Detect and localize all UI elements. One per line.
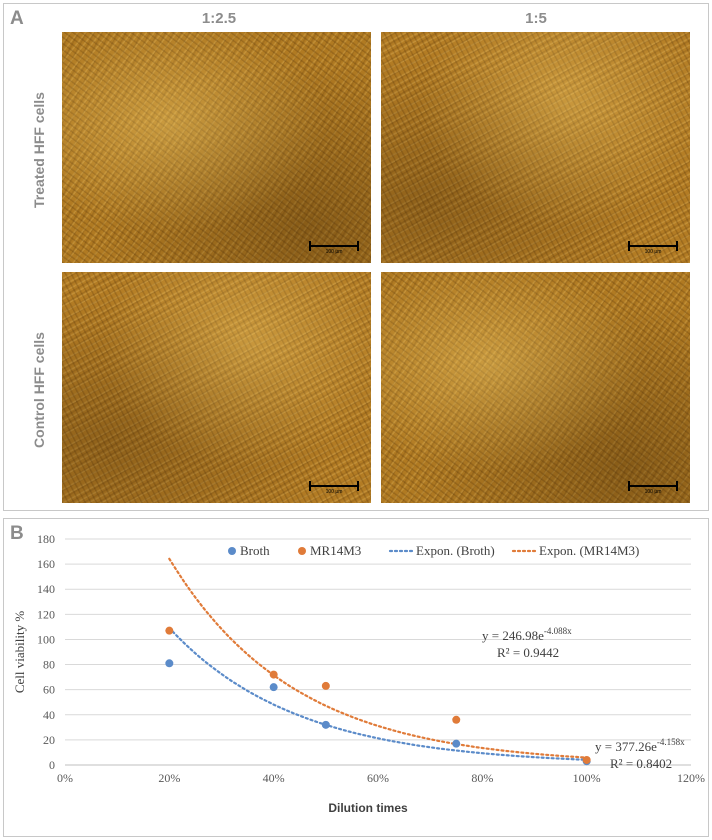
y-tick-label: 160 [37, 557, 55, 571]
y-tick-label: 180 [37, 532, 55, 546]
equation-mr14m3: y = 246.98e-4.088x [482, 626, 572, 643]
scale-bar-label: 100 µm [644, 249, 662, 255]
y-tick-label: 60 [43, 683, 55, 697]
r-squared-broth: R² = 0.8402 [610, 756, 672, 771]
panel-a: A 1:2.5 1:5 Treated HFF cells Control HF… [3, 3, 709, 511]
equation-broth: y = 377.26e-4.158x [595, 737, 685, 754]
scale-bar: 100 µm [628, 481, 678, 495]
y-tick-label: 140 [37, 582, 55, 596]
data-point [452, 739, 461, 748]
legend-label: Broth [240, 543, 270, 558]
trendline [168, 627, 588, 761]
row-header-treated: Treated HFF cells [31, 92, 47, 208]
y-tick-label: 120 [37, 607, 55, 621]
panel-b-letter: B [10, 523, 24, 544]
tick-layer: 0 20 40 60 80 100 120 140 160 180 0% 20% 40% 60% 80% 10… [37, 532, 705, 785]
data-point [582, 755, 591, 764]
legend-label: MR14M3 [310, 543, 361, 558]
x-tick-label: 100% [573, 771, 601, 785]
y-tick-label: 40 [43, 708, 55, 722]
y-tick-label: 100 [37, 632, 55, 646]
trend-layer [168, 557, 588, 761]
r-squared-mr14m3: R² = 0.9442 [497, 645, 559, 660]
column-header-ratio-2: 1:5 [525, 10, 547, 27]
grid-layer [65, 538, 691, 766]
row-header-control: Control HFF cells [31, 332, 47, 448]
point-layer [165, 626, 591, 766]
scale-bar-label: 100 µm [644, 489, 662, 495]
data-point [269, 670, 278, 679]
legend-marker [298, 547, 306, 555]
column-header-ratio-1: 1:2.5 [201, 10, 237, 27]
micrograph-treated-ratio-2: 100 µm [381, 32, 690, 263]
x-tick-label: 40% [263, 771, 285, 785]
panel-b: B 0 20 40 60 80 100 120 140 160 180 0% 20% 40% 60% 80%… [3, 518, 709, 837]
x-axis-title: Dilution times [328, 801, 408, 815]
scale-bar-label: 100 µm [325, 249, 343, 255]
legend-label: Expon. (Broth) [416, 543, 495, 558]
x-tick-label: 60% [367, 771, 389, 785]
data-point [452, 715, 461, 724]
trendline [168, 557, 588, 759]
scale-bar-label: 100 µm [325, 489, 343, 495]
data-point [269, 683, 278, 692]
legend-label: Expon. (MR14M3) [539, 543, 639, 558]
scale-bar: 100 µm [628, 241, 678, 255]
micrograph-control-ratio-1: 100 µm [62, 272, 371, 503]
y-tick-label: 20 [43, 733, 55, 747]
legend-marker [228, 547, 236, 555]
data-point [321, 681, 330, 690]
data-point [165, 626, 174, 635]
y-tick-label: 0 [49, 758, 55, 772]
y-tick-label: 80 [43, 658, 55, 672]
x-tick-label: 80% [471, 771, 493, 785]
data-point [165, 659, 174, 668]
scale-bar: 100 µm [309, 481, 359, 495]
legend: Broth MR14M3 Expon. (Broth) Expon. (MR14M3) [228, 543, 639, 558]
data-point [321, 720, 330, 729]
y-axis-title: Cell viability % [12, 611, 27, 693]
micrograph-treated-ratio-1: 100 µm [62, 32, 371, 263]
micrograph-control-ratio-2: 100 µm [381, 272, 690, 503]
x-tick-label: 20% [158, 771, 180, 785]
x-tick-label: 120% [677, 771, 705, 785]
x-tick-label: 0% [57, 771, 73, 785]
panel-a-letter: A [10, 8, 24, 29]
viability-chart: 0 20 40 60 80 100 120 140 160 180 0% 20% 40% 60% 80% 10… [12, 532, 705, 815]
scale-bar: 100 µm [309, 241, 359, 255]
